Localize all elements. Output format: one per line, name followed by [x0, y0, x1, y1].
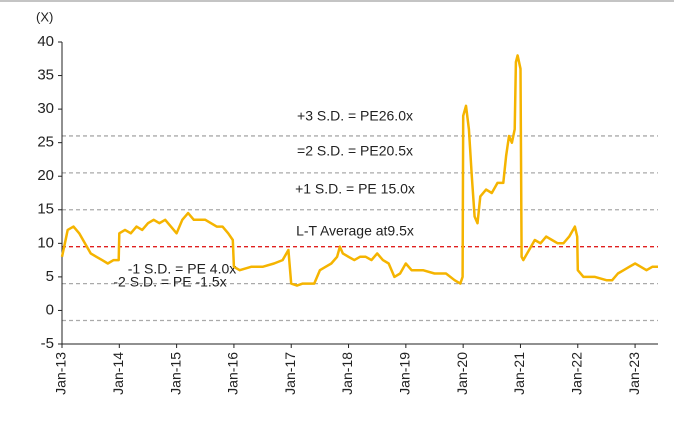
reference-label: -2 S.D. = PE -1.5x: [113, 274, 226, 290]
x-tick-label: Jan-22: [568, 352, 584, 395]
reference-label: +3 S.D. = PE26.0x: [297, 108, 413, 124]
x-tick-label: Jan-20: [454, 352, 470, 395]
x-tick-label: Jan-14: [110, 352, 126, 395]
unit-label: (X): [36, 9, 53, 24]
x-tick-label: Jan-23: [626, 352, 642, 395]
x-tick-label: Jan-18: [339, 352, 355, 395]
y-tick-label: 10: [37, 234, 54, 251]
y-tick-label: 35: [37, 67, 54, 84]
reference-label: +1 S.D. = PE 15.0x: [295, 181, 415, 197]
x-tick-label: Jan-13: [53, 352, 69, 395]
reference-label: =2 S.D. = PE20.5x: [297, 143, 413, 159]
reference-label: -1 S.D. = PE 4.0x: [128, 261, 237, 277]
series-line: [60, 54, 658, 287]
reference-label: L-T Average at9.5x: [296, 223, 414, 239]
x-tick-label: Jan-17: [282, 352, 298, 395]
y-tick-label: 25: [37, 134, 54, 151]
x-tick-label: Jan-15: [167, 352, 183, 395]
x-tick-label: Jan-19: [397, 352, 413, 395]
y-tick-label: 40: [37, 33, 54, 50]
y-tick-label: -5: [41, 335, 54, 352]
y-tick-label: 5: [46, 268, 54, 285]
y-tick-label: 15: [37, 201, 54, 218]
x-tick-label: Jan-21: [511, 352, 527, 395]
y-tick-label: 30: [37, 100, 54, 117]
x-tick-label: Jan-16: [225, 352, 241, 395]
y-tick-label: 20: [37, 167, 54, 184]
y-tick-label: 0: [46, 301, 54, 318]
